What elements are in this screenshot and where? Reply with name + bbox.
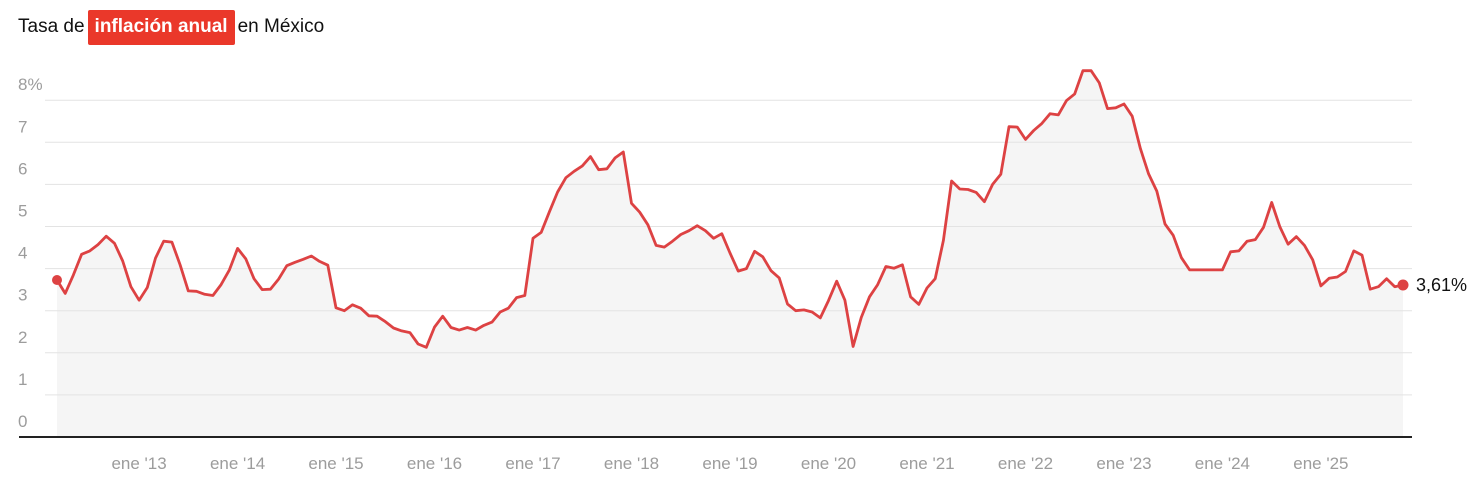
x-axis-label: ene '22 [998,454,1053,473]
y-axis-label: 2 [18,328,27,347]
chart-title: Tasa de inflación anual en México [18,10,324,45]
x-axis-label: ene '21 [899,454,954,473]
x-axis-label: ene '16 [407,454,462,473]
inflation-line [55,69,1405,349]
y-axis-label: 8% [18,75,43,94]
y-axis-label: 3 [18,286,27,305]
y-axis-label: 5 [18,202,27,221]
start-dot [52,275,62,285]
end-dot [1397,279,1409,291]
current-value-label: 3,61% [1416,275,1467,295]
x-axis-label: ene '19 [702,454,757,473]
x-axis-label: ene '20 [801,454,856,473]
title-highlight: inflación anual [87,10,235,45]
title-suffix: en México [237,16,325,37]
title-prefix: Tasa de [18,16,85,37]
y-axis-label: 4 [18,244,27,263]
x-axis-label: ene '14 [210,454,265,473]
x-axis-label: ene '17 [505,454,560,473]
x-axis-label: ene '24 [1195,454,1250,473]
x-axis-label: ene '13 [111,454,166,473]
y-axis-label: 7 [18,117,27,136]
y-axis-label: 0 [18,412,27,431]
x-axis-label: ene '23 [1096,454,1151,473]
x-axis-label: ene '18 [604,454,659,473]
x-axis-label: ene '15 [308,454,363,473]
y-axis-label: 1 [18,370,27,389]
x-axis-label: ene '25 [1293,454,1348,473]
y-axis-label: 6 [18,159,27,178]
